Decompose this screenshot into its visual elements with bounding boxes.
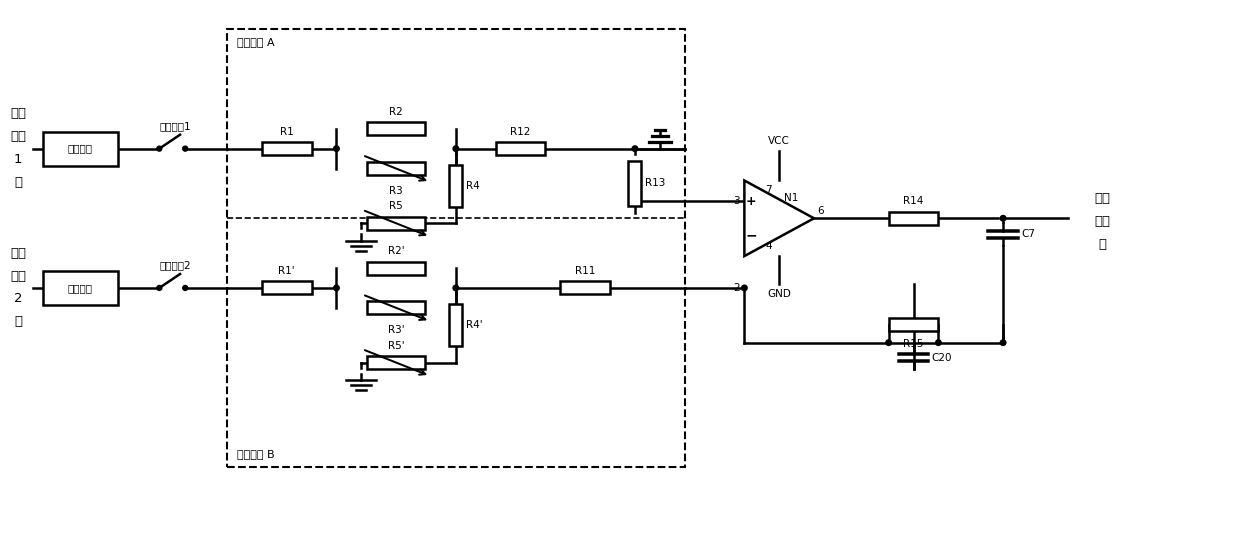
Bar (227, 29, 684, 467)
Text: 测距: 测距 (10, 247, 26, 259)
Text: 温补网络 A: 温补网络 A (237, 37, 274, 47)
Text: 温补网络 B: 温补网络 B (237, 449, 274, 459)
Text: N1: N1 (784, 194, 799, 204)
Text: C7: C7 (1021, 229, 1035, 239)
Circle shape (334, 285, 340, 291)
Text: R13: R13 (645, 179, 666, 189)
Text: 2: 2 (14, 293, 22, 305)
Text: R3: R3 (389, 186, 403, 196)
Bar (496, 142, 546, 155)
Circle shape (182, 146, 187, 151)
Text: −: − (745, 228, 758, 242)
Text: 测距: 测距 (10, 107, 26, 121)
Text: 入: 入 (14, 315, 22, 328)
Bar (560, 281, 610, 294)
Text: 测距开关2: 测距开关2 (160, 260, 191, 270)
Text: R1: R1 (280, 127, 294, 137)
Circle shape (1001, 340, 1006, 346)
Circle shape (156, 285, 161, 290)
Bar (367, 301, 425, 314)
Text: R5': R5' (388, 341, 404, 351)
Text: R4: R4 (466, 181, 480, 191)
Text: 出: 出 (1099, 238, 1106, 251)
Text: R2': R2' (388, 246, 404, 256)
Bar (449, 304, 463, 346)
Circle shape (885, 340, 892, 346)
Circle shape (156, 146, 161, 151)
Text: 入: 入 (14, 176, 22, 189)
Text: R2: R2 (389, 107, 403, 117)
Bar (43, 132, 118, 165)
Circle shape (936, 340, 941, 346)
Text: 6: 6 (817, 206, 823, 216)
Text: 7: 7 (765, 185, 773, 195)
Bar (889, 319, 939, 331)
Text: R5: R5 (389, 201, 403, 211)
Text: 测距: 测距 (1095, 192, 1111, 205)
Text: R1': R1' (278, 266, 295, 276)
Text: 1: 1 (14, 153, 22, 166)
Bar (367, 356, 425, 369)
Text: R14: R14 (903, 196, 924, 206)
Text: 测距开关1: 测距开关1 (160, 121, 191, 131)
Bar (449, 165, 463, 207)
Bar (367, 262, 425, 274)
Text: 4: 4 (765, 241, 773, 251)
Circle shape (334, 146, 340, 152)
Text: VCC: VCC (769, 135, 790, 145)
Bar (889, 212, 939, 225)
Bar (43, 271, 118, 305)
Text: 信号: 信号 (1095, 215, 1111, 228)
Text: 信号: 信号 (10, 269, 26, 283)
Circle shape (632, 146, 637, 152)
Circle shape (742, 285, 748, 291)
Text: GND: GND (768, 289, 791, 299)
Bar (262, 142, 311, 155)
Bar (262, 281, 311, 294)
Text: 信号: 信号 (10, 130, 26, 143)
Circle shape (453, 146, 459, 152)
Circle shape (1001, 216, 1006, 221)
Bar (367, 122, 425, 135)
Circle shape (182, 285, 187, 290)
Text: R15: R15 (903, 339, 924, 349)
Text: R3': R3' (388, 325, 404, 335)
Text: +: + (746, 195, 756, 208)
Bar (367, 217, 425, 229)
Circle shape (453, 285, 459, 291)
Bar (367, 162, 425, 175)
Polygon shape (744, 180, 813, 256)
Text: R11: R11 (575, 266, 595, 276)
Text: 接口电路: 接口电路 (68, 144, 93, 154)
Text: R4': R4' (466, 320, 482, 330)
Text: 3: 3 (733, 196, 739, 206)
Bar (629, 161, 641, 206)
Text: 2: 2 (733, 283, 739, 293)
Text: C20: C20 (931, 353, 952, 363)
Text: R12: R12 (511, 127, 531, 137)
Text: 接口电路: 接口电路 (68, 283, 93, 293)
